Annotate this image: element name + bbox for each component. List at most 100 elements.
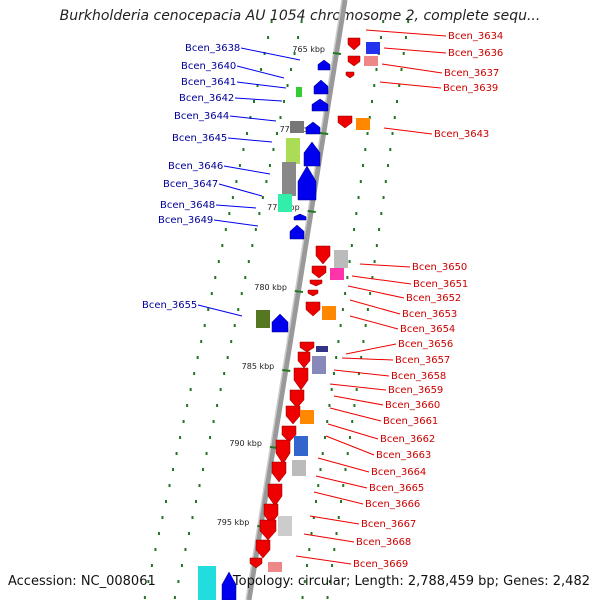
forward-leader-line	[229, 115, 277, 122]
track-dot	[249, 116, 252, 119]
track-dot	[265, 180, 268, 183]
reverse-gene-label[interactable]: Bcen_3667	[361, 519, 416, 530]
track-dot	[398, 84, 401, 87]
track-dot	[286, 84, 289, 87]
forward-gene-arrow	[289, 224, 305, 240]
track-dot	[335, 532, 338, 535]
track-dot	[198, 484, 201, 487]
gene-block-cyan	[198, 566, 216, 600]
forward-gene-label[interactable]: Bcen_3641	[181, 77, 236, 88]
track-dot	[362, 340, 365, 343]
reverse-gene-label[interactable]: Bcen_3662	[380, 434, 435, 445]
track-dot	[216, 404, 219, 407]
reverse-gene-label[interactable]: Bcen_3666	[365, 499, 420, 510]
track-dot	[245, 132, 248, 135]
track-dot	[310, 532, 313, 535]
gene-block-lightgray	[278, 516, 292, 536]
track-dot	[237, 308, 240, 311]
forward-gene-label[interactable]: Bcen_3642	[179, 93, 234, 104]
reverse-leader-line	[315, 475, 368, 489]
reverse-gene-label[interactable]: Bcen_3660	[385, 400, 440, 411]
backbone-line	[246, 0, 348, 600]
reverse-leader-line	[383, 127, 433, 135]
reverse-gene-arrow	[249, 557, 263, 569]
gene-block-magenta	[330, 268, 344, 280]
track-dot	[335, 356, 338, 359]
forward-gene-label[interactable]: Bcen_3648	[160, 200, 215, 211]
reverse-gene-label[interactable]: Bcen_3669	[353, 559, 408, 570]
reverse-gene-label[interactable]: Bcen_3659	[388, 385, 443, 396]
reverse-gene-arrow	[289, 389, 305, 409]
track-dot	[260, 68, 263, 71]
track-dot	[219, 388, 222, 391]
track-dot	[369, 292, 372, 295]
reverse-gene-label[interactable]: Bcen_3634	[448, 31, 503, 42]
track-dot	[380, 212, 383, 215]
track-dot	[157, 532, 160, 535]
reverse-gene-label[interactable]: Bcen_3657	[395, 355, 450, 366]
forward-gene-label[interactable]: Bcen_3647	[163, 179, 218, 190]
reverse-gene-label[interactable]: Bcen_3668	[356, 537, 411, 548]
track-dot	[279, 116, 282, 119]
track-dot	[267, 36, 270, 39]
gene-block-olive	[256, 310, 270, 328]
reverse-gene-label[interactable]: Bcen_3661	[383, 416, 438, 427]
forward-gene-label[interactable]: Bcen_3646	[168, 161, 223, 172]
reverse-gene-arrow	[275, 439, 291, 465]
track-dot	[317, 484, 320, 487]
forward-gene-label[interactable]: Bcen_3640	[181, 61, 236, 72]
reverse-gene-label[interactable]: Bcen_3664	[371, 467, 426, 478]
track-dot	[326, 596, 329, 599]
forward-gene-label[interactable]: Bcen_3649	[158, 215, 213, 226]
track-dot	[202, 468, 205, 471]
backbone-shadow	[245, 0, 343, 600]
track-dot	[186, 404, 189, 407]
track-dot	[184, 548, 187, 551]
track-dot	[341, 308, 344, 311]
reverse-gene-label[interactable]: Bcen_3653	[402, 309, 457, 320]
reverse-gene-label[interactable]: Bcen_3643	[434, 129, 489, 140]
track-dot	[337, 516, 340, 519]
reverse-gene-arrow	[297, 351, 311, 369]
forward-gene-label[interactable]: Bcen_3638	[185, 43, 240, 54]
reverse-gene-label[interactable]: Bcen_3639	[443, 83, 498, 94]
track-dot	[391, 132, 394, 135]
track-dot	[261, 196, 264, 199]
scale-tick-label: 780 kbp	[254, 283, 287, 292]
reverse-gene-label[interactable]: Bcen_3665	[369, 483, 424, 494]
reverse-gene-label[interactable]: Bcen_3650	[412, 262, 467, 273]
reverse-gene-label[interactable]: Bcen_3651	[413, 279, 468, 290]
track-dot	[263, 52, 266, 55]
reverse-gene-label[interactable]: Bcen_3663	[376, 450, 431, 461]
track-dot	[384, 180, 387, 183]
forward-gene-arrow	[221, 571, 237, 600]
accession-text: Accession: NC_008061	[8, 574, 156, 589]
forward-gene-arrow	[271, 313, 289, 333]
forward-gene-label[interactable]: Bcen_3655	[142, 300, 197, 311]
reverse-gene-label[interactable]: Bcen_3658	[391, 371, 446, 382]
track-dot	[353, 404, 356, 407]
gene-block-pink	[364, 56, 378, 66]
reverse-gene-label[interactable]: Bcen_3637	[444, 68, 499, 79]
reverse-leader-line	[333, 369, 390, 377]
reverse-gene-label[interactable]: Bcen_3652	[406, 293, 461, 304]
track-dot	[143, 596, 146, 599]
reverse-gene-label[interactable]: Bcen_3654	[400, 324, 455, 335]
reverse-gene-label[interactable]: Bcen_3656	[398, 339, 453, 350]
reverse-leader-line	[303, 533, 355, 543]
track-dot	[251, 244, 254, 247]
track-dot	[355, 388, 358, 391]
track-dot	[244, 276, 247, 279]
track-dot	[275, 132, 278, 135]
track-dot	[231, 196, 234, 199]
track-dot	[306, 564, 309, 567]
dotted-track-lines	[143, 20, 410, 599]
track-dot	[373, 260, 376, 263]
reverse-leader-line	[327, 423, 379, 440]
forward-gene-label[interactable]: Bcen_3644	[174, 111, 229, 122]
reverse-gene-label[interactable]: Bcen_3636	[448, 48, 503, 59]
track-dot	[233, 324, 236, 327]
reverse-gene-arrow	[309, 279, 323, 287]
forward-gene-label[interactable]: Bcen_3645	[172, 133, 227, 144]
reverse-leader-line	[329, 383, 387, 391]
